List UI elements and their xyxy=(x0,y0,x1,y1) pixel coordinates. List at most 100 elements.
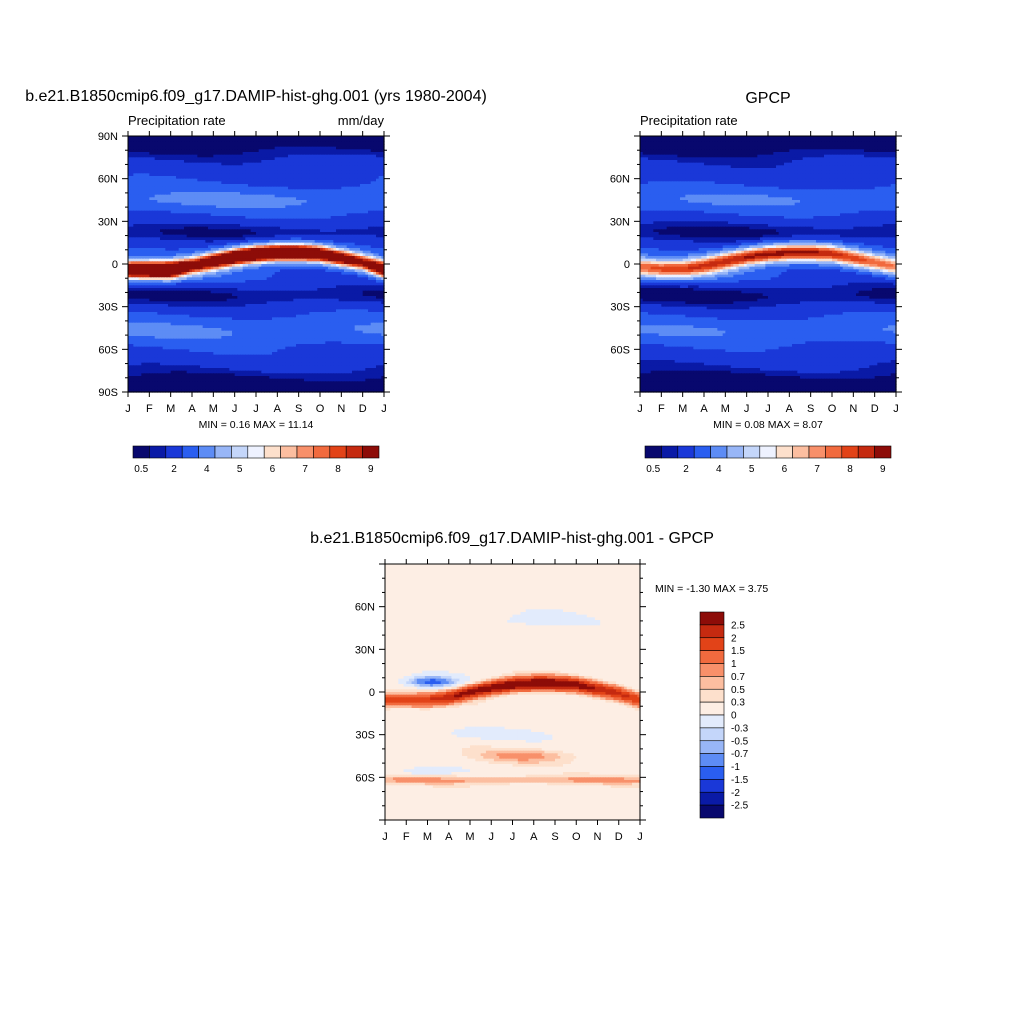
contour-cell xyxy=(154,176,158,180)
contour-cell xyxy=(320,157,324,161)
contour-cell xyxy=(370,165,374,169)
contour-cell xyxy=(128,165,132,169)
contour-cell xyxy=(272,162,276,166)
contour-cell xyxy=(250,170,254,174)
contour-cell xyxy=(210,149,214,153)
contour-cell xyxy=(189,162,193,166)
contour-cell xyxy=(184,149,188,153)
contour-cell xyxy=(160,136,164,140)
contour-cell xyxy=(362,186,366,190)
contour-cell xyxy=(304,168,308,172)
contour-cell xyxy=(186,152,190,156)
contour-cell xyxy=(325,178,329,182)
contour-cell xyxy=(293,154,297,158)
contour-cell xyxy=(344,144,348,148)
contour-cell xyxy=(205,160,209,164)
contour-cell xyxy=(357,146,361,150)
contour-cell xyxy=(130,173,134,177)
contour-cell xyxy=(280,176,284,180)
contour-cell xyxy=(306,141,310,145)
contour-cell xyxy=(216,189,220,193)
contour-cell xyxy=(354,170,358,174)
contour-cell xyxy=(234,184,238,188)
contour-cell xyxy=(216,144,220,148)
contour-cell xyxy=(280,149,284,153)
contour-cell xyxy=(304,162,308,166)
contour-cell xyxy=(141,146,145,150)
contour-cell xyxy=(301,144,305,148)
contour-cell xyxy=(160,152,164,156)
contour-cell xyxy=(240,165,244,169)
contour-cell xyxy=(229,149,233,153)
contour-cell xyxy=(376,141,380,145)
contour-cell xyxy=(197,168,201,172)
contour-cell xyxy=(162,136,166,140)
contour-cell xyxy=(224,176,228,180)
contour-cell xyxy=(157,136,161,140)
contour-cell xyxy=(189,146,193,150)
contour-cell xyxy=(314,178,318,182)
contour-cell xyxy=(173,173,177,177)
contour-cell xyxy=(224,144,228,148)
contour-cell xyxy=(280,189,284,193)
contour-cell xyxy=(264,154,268,158)
contour-cell xyxy=(224,173,228,177)
contour-cell xyxy=(184,138,188,142)
contour-cell xyxy=(157,144,161,148)
contour-cell xyxy=(245,178,249,182)
contour-cell xyxy=(256,189,260,193)
contour-cell xyxy=(202,152,206,156)
contour-cell xyxy=(146,136,150,140)
contour-cell xyxy=(304,184,308,188)
contour-cell xyxy=(365,189,369,193)
contour-cell xyxy=(226,176,230,180)
contour-cell xyxy=(242,170,246,174)
contour-cell xyxy=(218,154,222,158)
contour-cell xyxy=(154,154,158,158)
contour-cell xyxy=(221,157,225,161)
contour-cell xyxy=(149,189,153,193)
contour-cell xyxy=(216,178,220,182)
contour-cell xyxy=(293,186,297,190)
contour-cell xyxy=(213,184,217,188)
contour-cell xyxy=(290,141,294,145)
contour-cell xyxy=(288,136,292,140)
contour-cell xyxy=(192,178,196,182)
contour-cell xyxy=(245,144,249,148)
contour-cell xyxy=(346,165,350,169)
contour-cell xyxy=(328,176,332,180)
contour-cell xyxy=(282,136,286,140)
contour-cell xyxy=(197,138,201,142)
contour-cell xyxy=(173,168,177,172)
contour-cell xyxy=(130,178,134,182)
contour-cell xyxy=(128,184,132,188)
contour-cell xyxy=(133,154,137,158)
contour-cell xyxy=(354,146,358,150)
contour-cell xyxy=(298,162,302,166)
contour-cell xyxy=(168,170,172,174)
contour-cell xyxy=(264,157,268,161)
contour-cell xyxy=(306,157,310,161)
contour-cell xyxy=(232,186,236,190)
contour-cell xyxy=(346,141,350,145)
contour-cell xyxy=(130,136,134,140)
contour-cell xyxy=(266,178,270,182)
contour-cell xyxy=(189,154,193,158)
contour-cell xyxy=(309,168,313,172)
contour-cell xyxy=(216,165,220,169)
contour-cell xyxy=(349,162,353,166)
contour-cell xyxy=(136,181,140,185)
contour-cell xyxy=(157,152,161,156)
contour-cell xyxy=(186,165,190,169)
contour-cell xyxy=(218,170,222,174)
contour-cell xyxy=(194,173,198,177)
contour-cell xyxy=(146,168,150,172)
contour-cell xyxy=(264,173,268,177)
contour-cell xyxy=(213,165,217,169)
contour-cell xyxy=(336,181,340,185)
contour-cell xyxy=(218,136,222,140)
contour-cell xyxy=(202,165,206,169)
contour-cell xyxy=(210,168,214,172)
contour-cell xyxy=(370,186,374,190)
contour-cell xyxy=(245,160,249,164)
